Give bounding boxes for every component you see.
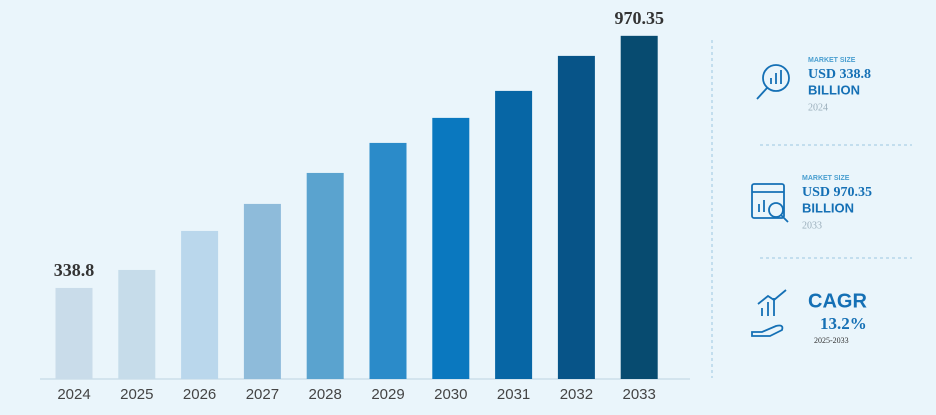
bar xyxy=(369,142,407,379)
panel-label: MARKET SIZE xyxy=(802,175,850,182)
cagr-value: 13.2% xyxy=(820,314,867,333)
x-tick-label: 2031 xyxy=(497,386,530,403)
x-tick-label: 2026 xyxy=(183,386,216,403)
x-tick-label: 2027 xyxy=(246,386,279,403)
x-tick-label: 2024 xyxy=(57,386,90,403)
panel-unit: BILLION xyxy=(802,200,854,215)
bar xyxy=(181,230,219,379)
bar xyxy=(557,55,595,379)
x-tick-label: 2025 xyxy=(120,386,153,403)
x-tick-label: 2028 xyxy=(309,386,342,403)
panel-unit: BILLION xyxy=(808,82,860,97)
bar xyxy=(495,90,533,380)
cagr-period: 2025-2033 xyxy=(814,336,849,345)
icon-market xyxy=(756,64,790,100)
bar xyxy=(118,269,156,379)
panel-year: 2033 xyxy=(802,220,822,231)
x-tick-label: 2030 xyxy=(434,386,467,403)
bar xyxy=(432,117,470,379)
cagr-label: CAGR xyxy=(808,290,867,312)
x-tick-label: 2033 xyxy=(623,386,656,403)
panel-year: 2024 xyxy=(808,102,828,113)
x-tick-label: 2032 xyxy=(560,386,593,403)
panel-value: USD 970.35 xyxy=(802,185,872,200)
bar xyxy=(55,287,93,379)
x-tick-label: 2029 xyxy=(371,386,404,403)
icon-cagr xyxy=(751,289,787,337)
bar xyxy=(306,172,344,379)
bar xyxy=(243,203,281,379)
value-label: 338.8 xyxy=(54,260,95,280)
panel-value: USD 338.8 xyxy=(808,67,871,82)
panel-label: MARKET SIZE xyxy=(808,57,856,64)
icon-report xyxy=(751,183,789,223)
value-label: 970.35 xyxy=(614,8,664,28)
bar xyxy=(620,35,658,379)
